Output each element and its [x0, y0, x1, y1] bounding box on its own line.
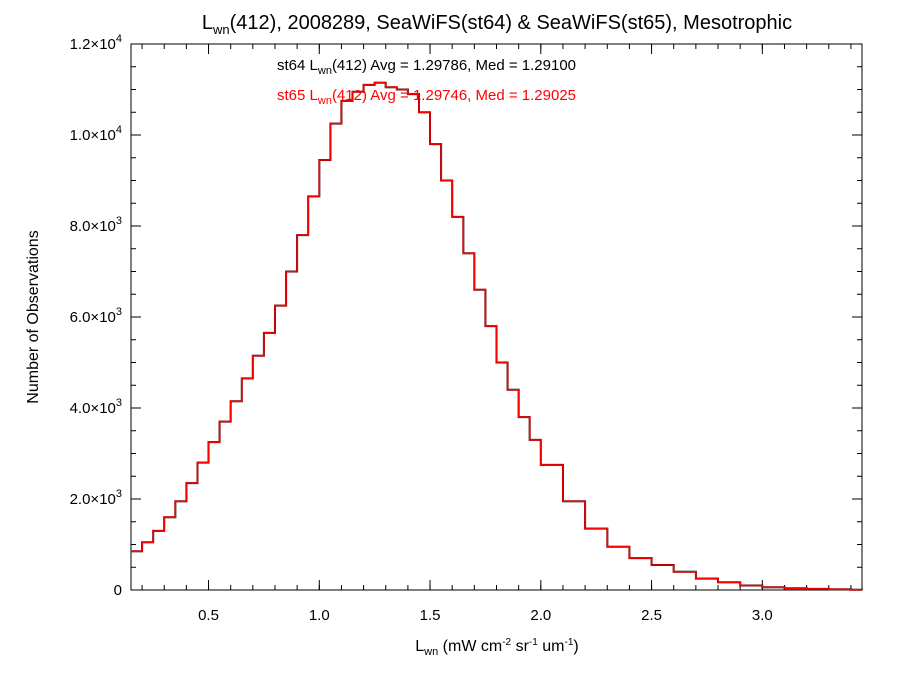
legend-st65: st65 Lwn(412) Avg = 1.29746, Med = 1.290… — [277, 87, 576, 107]
x-axis-label: Lwn (mW cm-2 sr-1 um-1) — [415, 637, 578, 658]
chart-title: Lwn(412), 2008289, SeaWiFS(st64) & SeaWi… — [202, 12, 792, 37]
x-tick-label: 2.5 — [641, 607, 662, 624]
y-tick-label: 4.0×103 — [70, 397, 122, 417]
x-tick-label: 0.5 — [198, 607, 219, 624]
y-tick-label: 0 — [114, 582, 122, 599]
y-axis: 0 2.0×103 4.0×103 6.0×103 8.0×103 1.0×104 1.2×… — [70, 33, 862, 599]
y-tick-label: 6.0×103 — [70, 306, 122, 326]
x-tick-label: 1.5 — [420, 607, 441, 624]
series-layer — [131, 81, 863, 591]
legend-st64: st64 Lwn(412) Avg = 1.29786, Med = 1.291… — [277, 57, 576, 77]
x-axis: 0.5 1.0 1.5 2.0 2.5 3.0 — [141, 44, 852, 624]
x-tick-label: 3.0 — [752, 607, 773, 624]
series-st65-line — [131, 81, 863, 591]
x-tick-label: 1.0 — [309, 607, 330, 624]
plot-frame — [130, 43, 863, 591]
y-axis-label: Number of Observations — [25, 230, 42, 403]
y-tick-label: 8.0×103 — [70, 215, 122, 235]
x-tick-label: 2.0 — [530, 607, 551, 624]
y-tick-label: 1.2×104 — [70, 33, 122, 53]
y-tick-label: 1.0×104 — [70, 124, 122, 144]
y-tick-label: 2.0×103 — [70, 488, 122, 508]
